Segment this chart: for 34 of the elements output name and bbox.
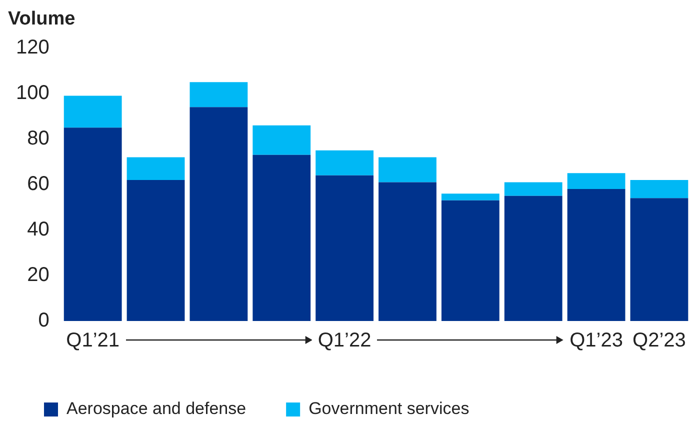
bar bbox=[441, 194, 500, 200]
y-tick-label: 100 bbox=[16, 82, 50, 104]
bar bbox=[316, 150, 374, 176]
x-tick-label: Q1’21 bbox=[66, 330, 120, 352]
bar bbox=[378, 157, 436, 182]
bar bbox=[441, 200, 500, 321]
bar bbox=[190, 82, 248, 108]
bar bbox=[567, 173, 626, 190]
bar bbox=[378, 182, 436, 321]
legend-label: Government services bbox=[308, 399, 470, 418]
x-tick-label: Q1’23 bbox=[570, 330, 623, 352]
bar bbox=[630, 198, 688, 321]
y-tick-label: 60 bbox=[27, 173, 50, 196]
y-tick-label: 40 bbox=[27, 218, 50, 241]
bar bbox=[630, 180, 688, 198]
y-tick-label: 120 bbox=[16, 36, 50, 59]
bar bbox=[567, 189, 626, 321]
legend-label: Aerospace and defense bbox=[66, 399, 246, 418]
y-tick-label: 80 bbox=[27, 128, 50, 150]
bar bbox=[64, 128, 122, 321]
bar bbox=[64, 96, 122, 128]
bar bbox=[126, 157, 185, 180]
bar bbox=[504, 196, 562, 321]
x-tick-label: Q2’23 bbox=[632, 330, 686, 352]
bar bbox=[504, 182, 562, 196]
y-tick-label: 0 bbox=[38, 310, 50, 332]
bar bbox=[316, 175, 374, 321]
bar bbox=[252, 154, 311, 321]
y-tick-label: 20 bbox=[27, 264, 50, 286]
bar bbox=[126, 180, 185, 321]
bar bbox=[190, 107, 248, 321]
bar bbox=[252, 125, 311, 155]
x-tick-label: Q1’22 bbox=[318, 330, 372, 352]
y-axis-title: Volume bbox=[8, 8, 76, 30]
